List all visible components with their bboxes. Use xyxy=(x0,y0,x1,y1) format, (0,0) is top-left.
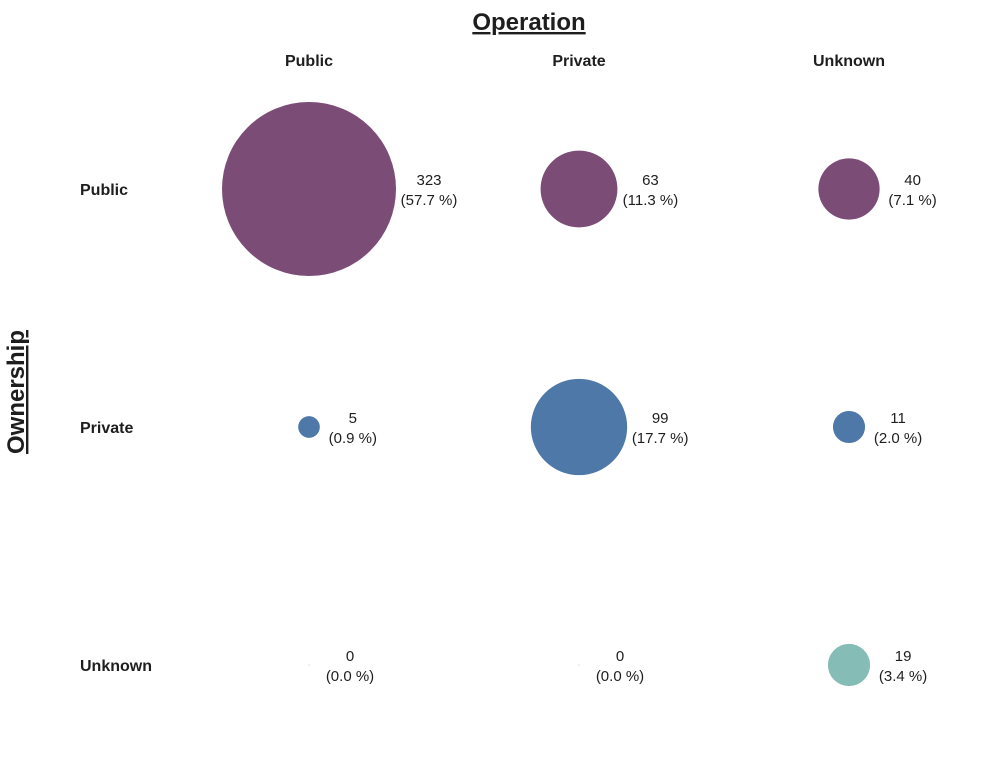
bubble-percent-label: (0.0 %) xyxy=(326,668,374,685)
bubble-count-label: 63 xyxy=(642,172,659,189)
cell-public-unknown: 40 (7.1 %) xyxy=(818,158,937,220)
cell-public-public: 323 (57.7 %) xyxy=(222,102,457,276)
cell-unknown-unknown: 19 (3.4 %) xyxy=(827,643,927,687)
bubble-cells: 323 (57.7 %) 63 (11.3 %) 40 (7.1 %) 5 (0.9 %) 99… xyxy=(222,102,937,687)
cell-unknown-private: 0 (0.0 %) xyxy=(578,648,644,685)
row-header-public: Public xyxy=(80,182,128,199)
bubble-percent-label: (3.4 %) xyxy=(879,668,927,685)
bubble xyxy=(308,664,310,666)
cell-private-public: 5 (0.9 %) xyxy=(298,410,377,447)
bubble-percent-label: (7.1 %) xyxy=(888,192,936,209)
bubble-count-label: 5 xyxy=(349,410,357,427)
bubble-percent-label: (57.7 %) xyxy=(401,192,458,209)
cell-private-private: 99 (17.7 %) xyxy=(530,378,689,476)
row-header-unknown: Unknown xyxy=(80,658,152,675)
bubble-percent-label: (11.3 %) xyxy=(623,192,679,209)
bubble-count-label: 99 xyxy=(652,410,669,427)
y-axis-title: Ownership xyxy=(3,330,30,454)
cell-unknown-public: 0 (0.0 %) xyxy=(308,648,374,685)
cell-public-private: 63 (11.3 %) xyxy=(540,150,679,228)
cell-private-unknown: 11 (2.0 %) xyxy=(832,410,922,447)
bubble-count-label: 0 xyxy=(616,648,624,665)
bubble xyxy=(298,416,320,438)
row-header-private: Private xyxy=(80,420,133,437)
bubble xyxy=(578,664,580,666)
column-header-unknown: Unknown xyxy=(813,53,885,70)
bubble xyxy=(832,410,866,444)
bubble-percent-label: (0.9 %) xyxy=(329,430,377,447)
column-header-private: Private xyxy=(552,53,605,70)
bubble-count-label: 0 xyxy=(346,648,354,665)
column-headers: Public Private Unknown xyxy=(285,53,885,70)
bubble-count-label: 323 xyxy=(416,172,441,189)
column-header-public: Public xyxy=(285,53,333,70)
bubble-count-label: 11 xyxy=(890,410,906,427)
bubble xyxy=(827,643,871,687)
row-headers: Public Private Unknown xyxy=(80,182,152,675)
bubble xyxy=(530,378,628,476)
bubble-percent-label: (2.0 %) xyxy=(874,430,922,447)
bubble-count-label: 40 xyxy=(904,172,921,189)
bubble xyxy=(540,150,618,228)
chart-title: Operation xyxy=(472,9,585,36)
bubble xyxy=(818,158,880,220)
bubble-percent-label: (17.7 %) xyxy=(632,430,689,447)
bubble xyxy=(222,102,396,276)
bubble-count-label: 19 xyxy=(895,648,912,665)
bubble-percent-label: (0.0 %) xyxy=(596,668,644,685)
